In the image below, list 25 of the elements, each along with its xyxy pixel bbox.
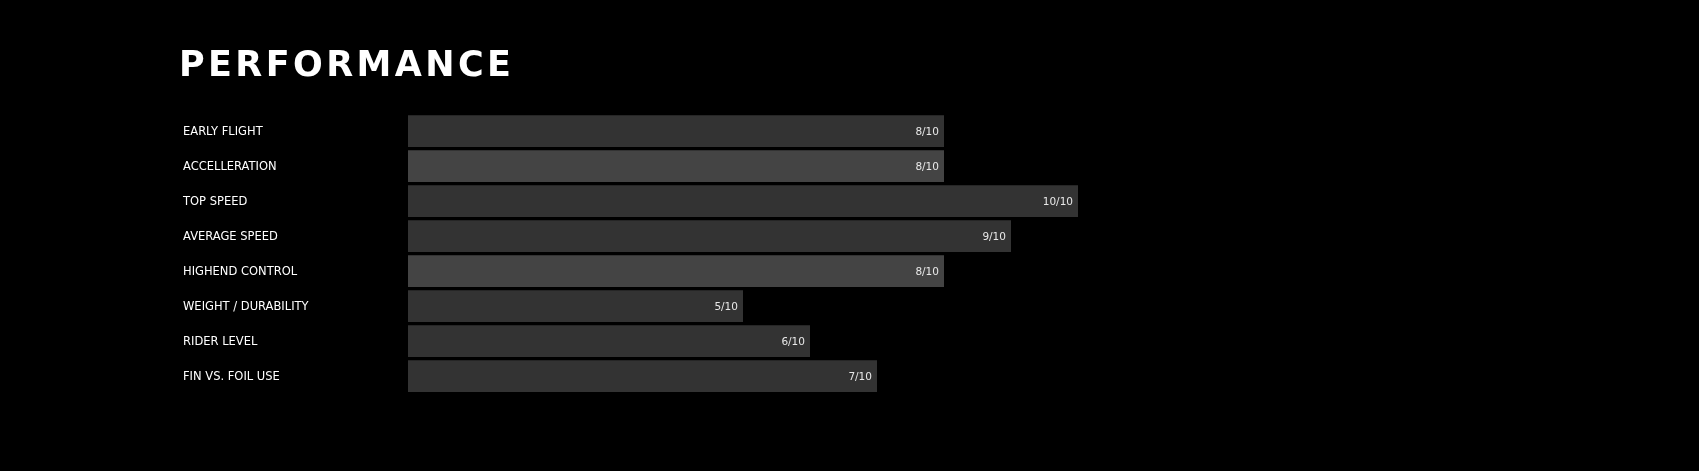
bar [408, 115, 944, 148]
data-label: 5/10 [714, 299, 738, 312]
data-label: 9/10 [982, 229, 1006, 242]
y-tick-label: HIGHEND CONTROL [183, 263, 298, 278]
data-label: 6/10 [781, 334, 805, 347]
bar [408, 220, 1011, 253]
y-tick-label: RIDER LEVEL [183, 333, 258, 348]
y-tick-label: AVERAGE SPEED [183, 228, 279, 243]
y-tick-label: ACCELLERATION [183, 158, 277, 173]
bar [408, 360, 877, 393]
y-tick-label: FIN VS. FOIL USE [183, 368, 280, 383]
bar [408, 255, 944, 288]
data-label: 8/10 [915, 159, 939, 172]
y-tick-label: EARLY FLIGHT [183, 123, 264, 138]
bar [408, 150, 944, 183]
data-label: 8/10 [915, 124, 939, 137]
data-label: 8/10 [915, 264, 939, 277]
bar [408, 290, 743, 323]
bar [408, 325, 810, 358]
y-tick-label: WEIGHT / DURABILITY [183, 298, 310, 313]
data-label: 10/10 [1042, 194, 1073, 207]
data-label: 7/10 [848, 369, 872, 382]
y-tick-label: TOP SPEED [182, 193, 248, 208]
bar [408, 185, 1078, 218]
chart-title: PERFORMANCE [179, 44, 515, 84]
